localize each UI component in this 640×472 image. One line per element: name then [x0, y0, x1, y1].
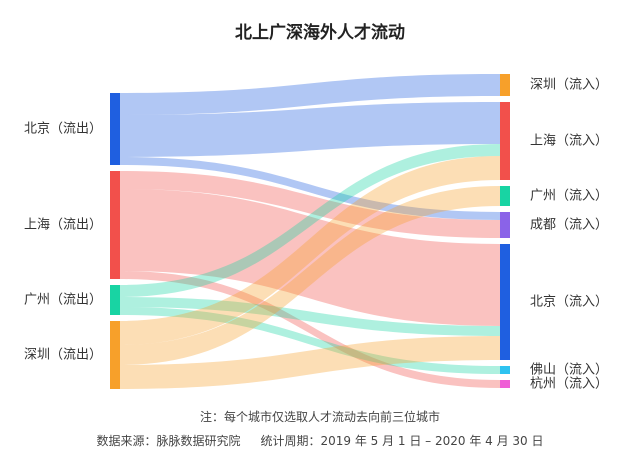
label-gz_in: 广州（流入）	[530, 189, 608, 204]
link-gz_out-bj_in	[120, 297, 500, 336]
link-gz_out-sh_in	[120, 144, 500, 297]
link-sh_out-hz_in	[120, 271, 500, 388]
link-sh_out-cd_in	[120, 171, 500, 238]
label-hz_in: 杭州（流入）	[530, 377, 608, 392]
link-bj_out-sh_in	[120, 102, 500, 157]
label-sh_in: 上海（流入）	[530, 134, 608, 149]
chart-title: 北上广深海外人才流动	[235, 23, 405, 43]
node-sh_out	[110, 171, 120, 279]
footer-source-line: 数据来源：脉脉数据研究院 统计周期：2019 年 5 月 1 日 – 2020 年…	[0, 432, 640, 449]
label-sz_in: 深圳（流入）	[530, 78, 608, 93]
link-sh_out-bj_in	[120, 189, 500, 326]
label-bj_out: 北京（流出）	[24, 122, 102, 137]
link-bj_out-cd_in	[120, 157, 500, 220]
label-bj_in: 北京（流入）	[530, 295, 608, 310]
node-bj_in	[500, 244, 510, 360]
node-sz_in	[500, 74, 510, 96]
node-fs_in	[500, 366, 510, 374]
link-sz_out-bj_in	[120, 336, 500, 389]
node-gz_out	[110, 285, 120, 315]
link-sz_out-gz_in	[120, 186, 500, 365]
node-sh_in	[500, 102, 510, 180]
node-sz_out	[110, 321, 120, 389]
footer-note: 注：每个城市仅选取人才流动去向前三位城市	[199, 410, 440, 424]
link-gz_out-fs_in	[120, 307, 500, 374]
label-sz_out: 深圳（流出）	[24, 348, 102, 363]
labels-layer: 北京（流出） 上海（流出） 广州（流出） 深圳（流出） 深圳（流入） 上海（流入） 广州（流…	[24, 78, 608, 392]
stat-period: 统计周期：2019 年 5 月 1 日 – 2020 年 4 月 30 日	[260, 434, 544, 448]
label-cd_in: 成都（流入）	[530, 218, 608, 233]
links-layer	[120, 74, 500, 389]
node-hz_in	[500, 380, 510, 388]
label-sh_out: 上海（流出）	[24, 218, 102, 233]
link-sz_out-sh_in	[120, 156, 500, 345]
label-fs_in: 佛山（流入）	[530, 363, 608, 378]
node-bj_out	[110, 93, 120, 165]
nodes-layer	[110, 74, 510, 389]
data-source: 数据来源：脉脉数据研究院	[96, 434, 241, 448]
node-cd_in	[500, 212, 510, 238]
node-gz_in	[500, 186, 510, 206]
link-bj_out-sz_in	[120, 74, 500, 115]
label-gz_out: 广州（流出）	[24, 293, 102, 308]
